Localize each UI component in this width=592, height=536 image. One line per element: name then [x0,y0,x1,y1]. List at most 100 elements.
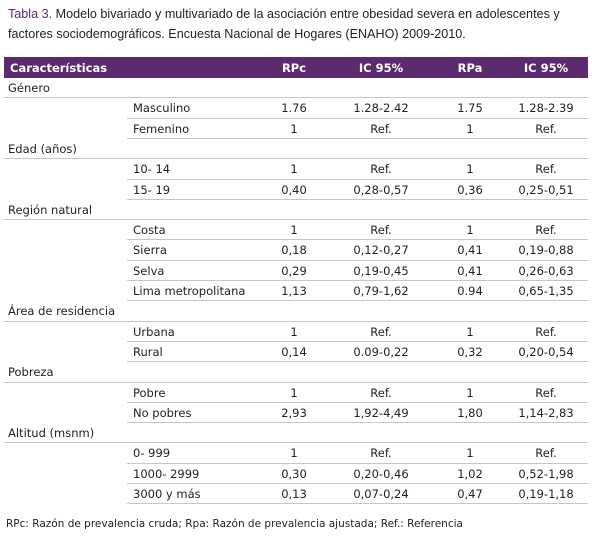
row-line [127,300,588,302]
row-value: Ref. [535,162,557,177]
row-value: 0.09-0,22 [353,344,409,359]
row-value: 0,19-1,18 [518,487,574,501]
row-value: Ref. [370,162,392,177]
header-cell: IC 95% [523,61,569,75]
row-label: 0- 999 [133,446,171,461]
row-line [127,462,588,464]
row-value: 1,92-4,49 [353,405,409,420]
row-value: 0,25-0,51 [518,182,574,197]
row-label: Masculino [133,101,191,116]
row-line [127,239,588,241]
row-value: 1,80 [457,405,483,420]
row-line [4,320,588,322]
row-label: 10- 14 [133,162,171,177]
row-value: 1 [466,162,474,177]
row-value: 2,93 [281,405,307,420]
group-label: Género [8,81,50,95]
row-value: 1 [290,324,298,339]
row-value: Ref. [535,324,557,339]
row-label: Lima metropolitana [133,284,246,298]
row-label: Urbana [133,324,175,339]
row-line [127,117,588,119]
row-value: 0,41 [457,263,483,278]
group-label: Altitud (msnm) [8,426,95,441]
row-value: 0,13 [281,487,307,501]
row-label: 1000- 2999 [133,466,200,481]
row-value: 1,13 [281,284,307,298]
row-value: 1.28-2.42 [353,101,409,116]
row-value: 0,07-0,24 [353,487,409,501]
row-value: 1.75 [457,101,483,116]
row-value: 1.76 [281,101,307,116]
row-line [127,178,588,180]
row-value: 1,14-2,83 [518,405,574,420]
header-cell: RPc [281,61,307,75]
row-value: 1 [290,223,298,238]
row-value: 0,30 [281,466,307,481]
row-value: 1 [290,162,298,177]
row-line [4,219,588,221]
row-line [127,401,588,403]
row-label: Pobre [133,385,166,400]
row-value: 1 [466,121,474,136]
row-line [127,280,588,281]
group-label: Pobreza [8,365,54,380]
caption-text: Modelo bivariado y multivariado de la as… [8,7,560,41]
row-value: Ref. [535,385,557,400]
row-label: 15- 19 [133,182,171,197]
row-line [127,340,588,342]
row-value: 0,52-1,98 [518,466,574,481]
row-line [127,483,588,484]
row-value: 0,40 [281,182,307,197]
row-value: 1,02 [457,466,483,481]
row-value: 0,20-0,54 [518,344,574,359]
row-label: 3000 y más [133,487,201,501]
header-cell: RPa [457,61,483,75]
row-value: 0,47 [457,487,483,501]
row-value: 1 [466,385,474,400]
row-label: Costa [133,223,166,238]
row-value: 0,14 [281,344,307,359]
row-value: 1 [466,324,474,339]
row-value: 1 [466,446,474,461]
row-value: Ref. [370,446,392,461]
row-label: No pobres [133,405,192,420]
row-value: 0,18 [281,243,307,258]
row-line [4,97,588,99]
row-value: 1 [290,121,298,136]
row-value: 0,29 [281,263,307,278]
row-line [4,381,588,383]
row-value: 0,41 [457,243,483,258]
row-line [127,422,588,424]
row-value: 1.28-2.39 [518,101,574,116]
row-value: 0,28-0,57 [353,182,409,197]
row-value: 1 [290,446,298,461]
row-value: Ref. [535,121,557,136]
row-value: Ref. [535,223,557,238]
header-cell: Características [10,61,108,75]
header-row [4,57,588,78]
row-value: 0,20-0,46 [353,466,409,481]
row-value: Ref. [370,121,392,136]
row-line [127,137,588,139]
caption-label: Tabla 3. [8,7,53,21]
row-value: 0,79-1,62 [353,284,409,298]
row-line [127,198,588,200]
row-line [127,259,588,261]
caption: Tabla 3. Modelo bivariado y multivariado… [8,4,584,44]
footnote: RPc: Razón de prevalencia cruda; Rpa: Ra… [6,518,463,530]
group-label: Área de residencia [8,304,116,319]
row-value: 0,36 [457,182,483,197]
row-line [127,361,588,363]
group-label: Edad (años) [8,141,77,156]
row-value: 0,12-0,27 [353,243,409,258]
row-value: 1 [290,385,298,400]
row-label: Selva [133,263,165,278]
row-value: 1 [466,223,474,238]
row-value: Ref. [535,446,557,461]
row-line [4,442,588,444]
row-line [127,503,588,505]
row-value: 0,65-1,35 [518,284,574,298]
row-label: Sierra [133,243,167,258]
